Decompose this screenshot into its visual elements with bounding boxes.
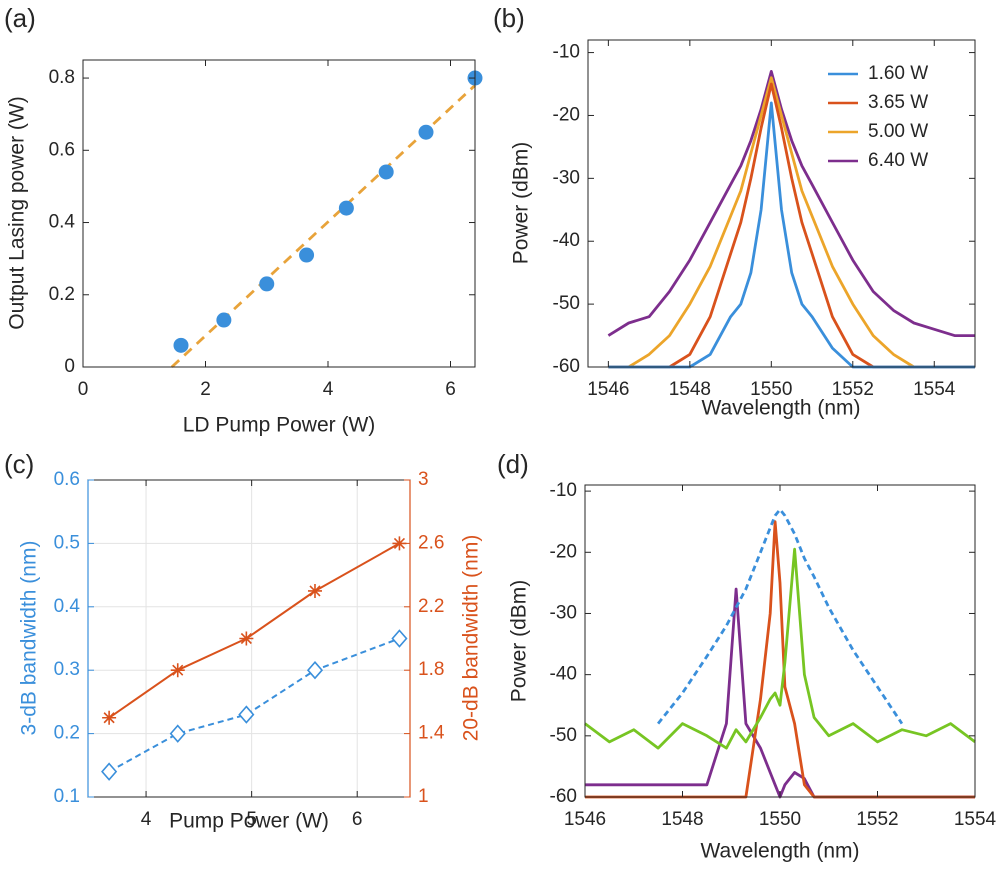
- y-tick-label: -50: [553, 293, 580, 314]
- y-tick-label: -10: [553, 42, 580, 63]
- data-point: [259, 276, 275, 292]
- data-point: [239, 631, 254, 646]
- x-tick-label: 4: [141, 809, 152, 830]
- y-tick-label: -40: [550, 664, 577, 685]
- y-tick-label: 0.6: [54, 469, 80, 490]
- data-point: [392, 536, 407, 551]
- y2-tick-label: 1.8: [418, 659, 444, 680]
- panel-label: (a): [4, 3, 36, 33]
- y-tick-label: -30: [550, 602, 577, 623]
- y-axis-label: 3-dB bandwidth (nm): [18, 541, 41, 736]
- x-tick-label: 1550: [750, 379, 792, 400]
- data-point: [418, 124, 434, 140]
- x-tick-label: 1554: [954, 809, 997, 830]
- data-point: [378, 164, 394, 180]
- axes-frame: [82, 59, 476, 368]
- y-tick-label: 0.2: [49, 284, 75, 305]
- legend-label: 3.65 W: [868, 92, 928, 113]
- data-point: [391, 629, 408, 648]
- y-tick-label: -60: [553, 356, 580, 377]
- x-tick-label: 1548: [661, 809, 703, 830]
- y-tick-label: -30: [553, 167, 580, 188]
- legend-label: 1.60 W: [868, 63, 928, 84]
- y-axis-label: Power (dBm): [510, 142, 533, 265]
- y2-tick-label: 2.6: [418, 532, 444, 553]
- axes-frame: [584, 484, 976, 798]
- data-point: [238, 705, 255, 724]
- x-tick-label: 1554: [913, 379, 956, 400]
- y2-tick-label: 1: [418, 786, 429, 807]
- x-axis-label: Wavelength (nm): [700, 840, 859, 863]
- legend-label: 5.00 W: [868, 121, 928, 142]
- y-tick-label: -60: [550, 786, 577, 807]
- data-point: [169, 724, 186, 743]
- data-point: [306, 660, 324, 680]
- y2-tick-label: 2.2: [418, 596, 444, 617]
- x-tick-label: 2: [200, 379, 211, 400]
- y-tick-label: 0.2: [54, 723, 80, 744]
- y-tick-label: 0: [64, 356, 75, 377]
- y-tick-label: 0.3: [54, 659, 80, 680]
- axes-frame: [587, 39, 976, 368]
- panel-label: (b): [493, 3, 525, 33]
- y-tick-label: -40: [553, 230, 580, 251]
- y2-tick-label: 3: [418, 469, 429, 490]
- x-tick-label: 1548: [669, 379, 711, 400]
- x-tick-label: 1546: [587, 379, 629, 400]
- legend-label: 6.40 W: [868, 150, 928, 171]
- data-point: [170, 663, 185, 678]
- data-line: [607, 70, 975, 337]
- data-line: [108, 637, 400, 773]
- y-tick-label: -20: [553, 104, 580, 125]
- data-point: [299, 247, 315, 263]
- y-axis-label: Power (dBm): [508, 580, 531, 703]
- data-line: [585, 520, 975, 799]
- x-tick-label: 6: [352, 809, 363, 830]
- y-tick-label: 0.6: [49, 139, 75, 160]
- x-axis-label: LD Pump Power (W): [183, 414, 376, 437]
- x-tick-label: 1552: [832, 379, 874, 400]
- x-tick-label: 5: [246, 809, 257, 830]
- y-tick-label: 0.4: [54, 596, 81, 617]
- y-tick-label: 0.5: [54, 532, 80, 553]
- data-point: [307, 583, 322, 598]
- x-axis-label: Pump Power (W): [169, 810, 329, 833]
- x-tick-label: 4: [323, 379, 334, 400]
- x-tick-label: 1552: [856, 809, 898, 830]
- data-point: [216, 312, 232, 328]
- x-tick-label: 0: [78, 379, 89, 400]
- y2-axis-label: 20-dB bandwidth (nm): [460, 535, 483, 742]
- data-line: [584, 547, 976, 750]
- y-tick-label: -20: [550, 541, 577, 562]
- y-tick-label: -50: [550, 725, 577, 746]
- panel-label: (d): [497, 449, 529, 479]
- y-tick-label: 0.1: [54, 786, 80, 807]
- y-tick-label: 0.4: [49, 212, 76, 233]
- y-tick-label: -10: [550, 480, 577, 501]
- x-axis-label: Wavelength (nm): [701, 397, 860, 420]
- data-line: [608, 76, 975, 369]
- y-axis-label: Output Lasing power (W): [6, 96, 29, 329]
- data-point: [173, 337, 189, 353]
- data-point: [338, 200, 354, 216]
- data-line: [657, 508, 904, 725]
- y-tick-label: 0.8: [49, 67, 75, 88]
- data-line: [108, 542, 400, 719]
- x-tick-label: 1550: [759, 809, 801, 830]
- data-point: [101, 762, 118, 781]
- data-point: [102, 710, 117, 725]
- x-tick-label: 6: [445, 379, 456, 400]
- x-tick-label: 1546: [564, 809, 606, 830]
- panel-label: (c): [4, 449, 34, 479]
- y2-tick-label: 1.4: [418, 723, 445, 744]
